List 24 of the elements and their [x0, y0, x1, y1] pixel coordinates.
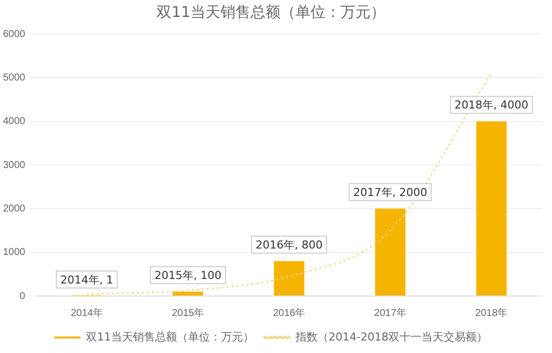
y-tick-label: 0	[20, 290, 26, 302]
bar	[375, 208, 406, 296]
x-tick-label: 2018年	[475, 306, 508, 319]
y-tick-label: 6000	[2, 28, 26, 40]
data-label: 2017年, 2000	[353, 186, 428, 200]
x-tick-label: 2016年	[273, 306, 306, 319]
data-label: 2018年, 4000	[454, 98, 528, 112]
bar	[172, 292, 204, 296]
data-label: 2014年, 1	[60, 273, 114, 286]
y-tick-label: 1000	[2, 247, 26, 258]
y-tick-label: 5000	[2, 72, 26, 84]
x-tick-label: 2014年	[70, 306, 103, 319]
x-tick-label: 2015年	[172, 306, 204, 319]
chart-title: 双11当天销售总额（单位：万元）	[156, 2, 386, 21]
y-tick-label: 4000	[2, 116, 26, 128]
x-tick-label: 2017年	[374, 306, 406, 319]
legend-label: 指数（2014-2018双十一当天交易额）	[294, 330, 488, 344]
y-tick-label: 3000	[2, 160, 26, 171]
data-label: 2015年, 100	[154, 268, 222, 282]
y-tick-label: 2000	[2, 203, 26, 214]
bar	[476, 121, 507, 296]
data-label: 2016年, 800	[256, 238, 323, 252]
legend-label: 双11当天销售总额（单位：万元）	[86, 330, 254, 344]
bar	[274, 261, 304, 296]
